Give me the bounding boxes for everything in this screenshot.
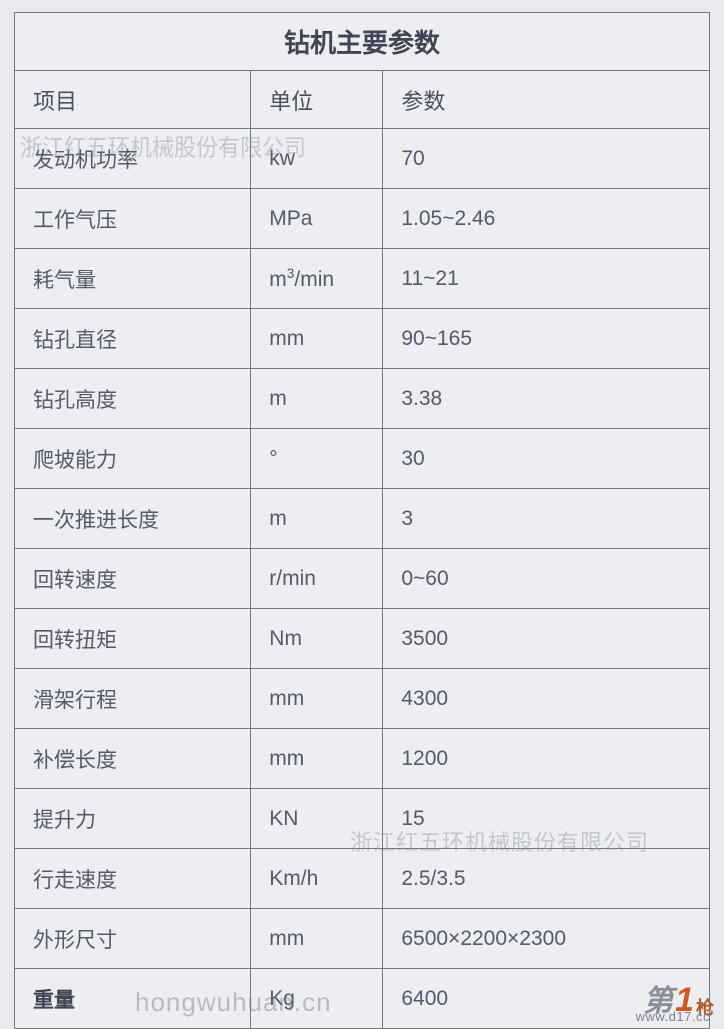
table-row: 滑架行程mm4300 bbox=[15, 669, 710, 729]
cell-item: 工作气压 bbox=[15, 189, 251, 249]
cell-value: 2.5/3.5 bbox=[383, 849, 710, 909]
cell-item: 一次推进长度 bbox=[15, 489, 251, 549]
cell-item: 行走速度 bbox=[15, 849, 251, 909]
spec-table-container: 钻机主要参数 项目 单位 参数 发动机功率kw70工作气压MPa1.05~2.4… bbox=[0, 0, 724, 1029]
table-row: 一次推进长度m3 bbox=[15, 489, 710, 549]
table-row: 外形尺寸mm6500×2200×2300 bbox=[15, 909, 710, 969]
table-row: 回转扭矩Nm3500 bbox=[15, 609, 710, 669]
cell-unit: Km/h bbox=[251, 849, 383, 909]
cell-value: 0~60 bbox=[383, 549, 710, 609]
cell-item: 钻孔高度 bbox=[15, 369, 251, 429]
table-row: 提升力KN15 bbox=[15, 789, 710, 849]
cell-unit: mm bbox=[251, 309, 383, 369]
cell-item: 爬坡能力 bbox=[15, 429, 251, 489]
table-row: 耗气量m3/min11~21 bbox=[15, 249, 710, 309]
cell-value: 3.38 bbox=[383, 369, 710, 429]
cell-value: 1200 bbox=[383, 729, 710, 789]
table-row: 行走速度Km/h2.5/3.5 bbox=[15, 849, 710, 909]
header-unit: 单位 bbox=[251, 71, 383, 129]
cell-item: 提升力 bbox=[15, 789, 251, 849]
cell-item: 回转速度 bbox=[15, 549, 251, 609]
cell-value: 3 bbox=[383, 489, 710, 549]
cell-unit: m3/min bbox=[251, 249, 383, 309]
cell-unit: Nm bbox=[251, 609, 383, 669]
cell-unit: ° bbox=[251, 429, 383, 489]
cell-unit: mm bbox=[251, 729, 383, 789]
logo-url: www.d17.cc bbox=[636, 1009, 710, 1024]
table-title-row: 钻机主要参数 bbox=[15, 13, 710, 71]
table-row: 钻孔高度m3.38 bbox=[15, 369, 710, 429]
cell-item: 耗气量 bbox=[15, 249, 251, 309]
cell-value: 11~21 bbox=[383, 249, 710, 309]
table-row: 发动机功率kw70 bbox=[15, 129, 710, 189]
cell-item: 发动机功率 bbox=[15, 129, 251, 189]
spec-table: 钻机主要参数 项目 单位 参数 发动机功率kw70工作气压MPa1.05~2.4… bbox=[14, 12, 710, 1029]
cell-value: 4300 bbox=[383, 669, 710, 729]
cell-unit: m bbox=[251, 369, 383, 429]
cell-value: 90~165 bbox=[383, 309, 710, 369]
cell-unit: Kg bbox=[251, 969, 383, 1029]
cell-item: 滑架行程 bbox=[15, 669, 251, 729]
cell-value: 70 bbox=[383, 129, 710, 189]
cell-value: 30 bbox=[383, 429, 710, 489]
cell-value: 1.05~2.46 bbox=[383, 189, 710, 249]
table-header-row: 项目 单位 参数 bbox=[15, 71, 710, 129]
table-row: 重量Kg6400 bbox=[15, 969, 710, 1029]
table-row: 工作气压MPa1.05~2.46 bbox=[15, 189, 710, 249]
cell-item: 外形尺寸 bbox=[15, 909, 251, 969]
cell-unit: mm bbox=[251, 909, 383, 969]
table-row: 回转速度r/min0~60 bbox=[15, 549, 710, 609]
cell-value: 3500 bbox=[383, 609, 710, 669]
cell-unit: kw bbox=[251, 129, 383, 189]
cell-unit: KN bbox=[251, 789, 383, 849]
table-title: 钻机主要参数 bbox=[15, 13, 710, 71]
table-row: 爬坡能力°30 bbox=[15, 429, 710, 489]
cell-unit: MPa bbox=[251, 189, 383, 249]
table-row: 补偿长度mm1200 bbox=[15, 729, 710, 789]
cell-item: 补偿长度 bbox=[15, 729, 251, 789]
table-row: 钻孔直径mm90~165 bbox=[15, 309, 710, 369]
cell-value: 15 bbox=[383, 789, 710, 849]
header-item: 项目 bbox=[15, 71, 251, 129]
cell-unit: r/min bbox=[251, 549, 383, 609]
cell-item: 钻孔直径 bbox=[15, 309, 251, 369]
cell-item: 回转扭矩 bbox=[15, 609, 251, 669]
cell-value: 6500×2200×2300 bbox=[383, 909, 710, 969]
cell-unit: m bbox=[251, 489, 383, 549]
header-value: 参数 bbox=[383, 71, 710, 129]
cell-unit: mm bbox=[251, 669, 383, 729]
cell-item: 重量 bbox=[15, 969, 251, 1029]
